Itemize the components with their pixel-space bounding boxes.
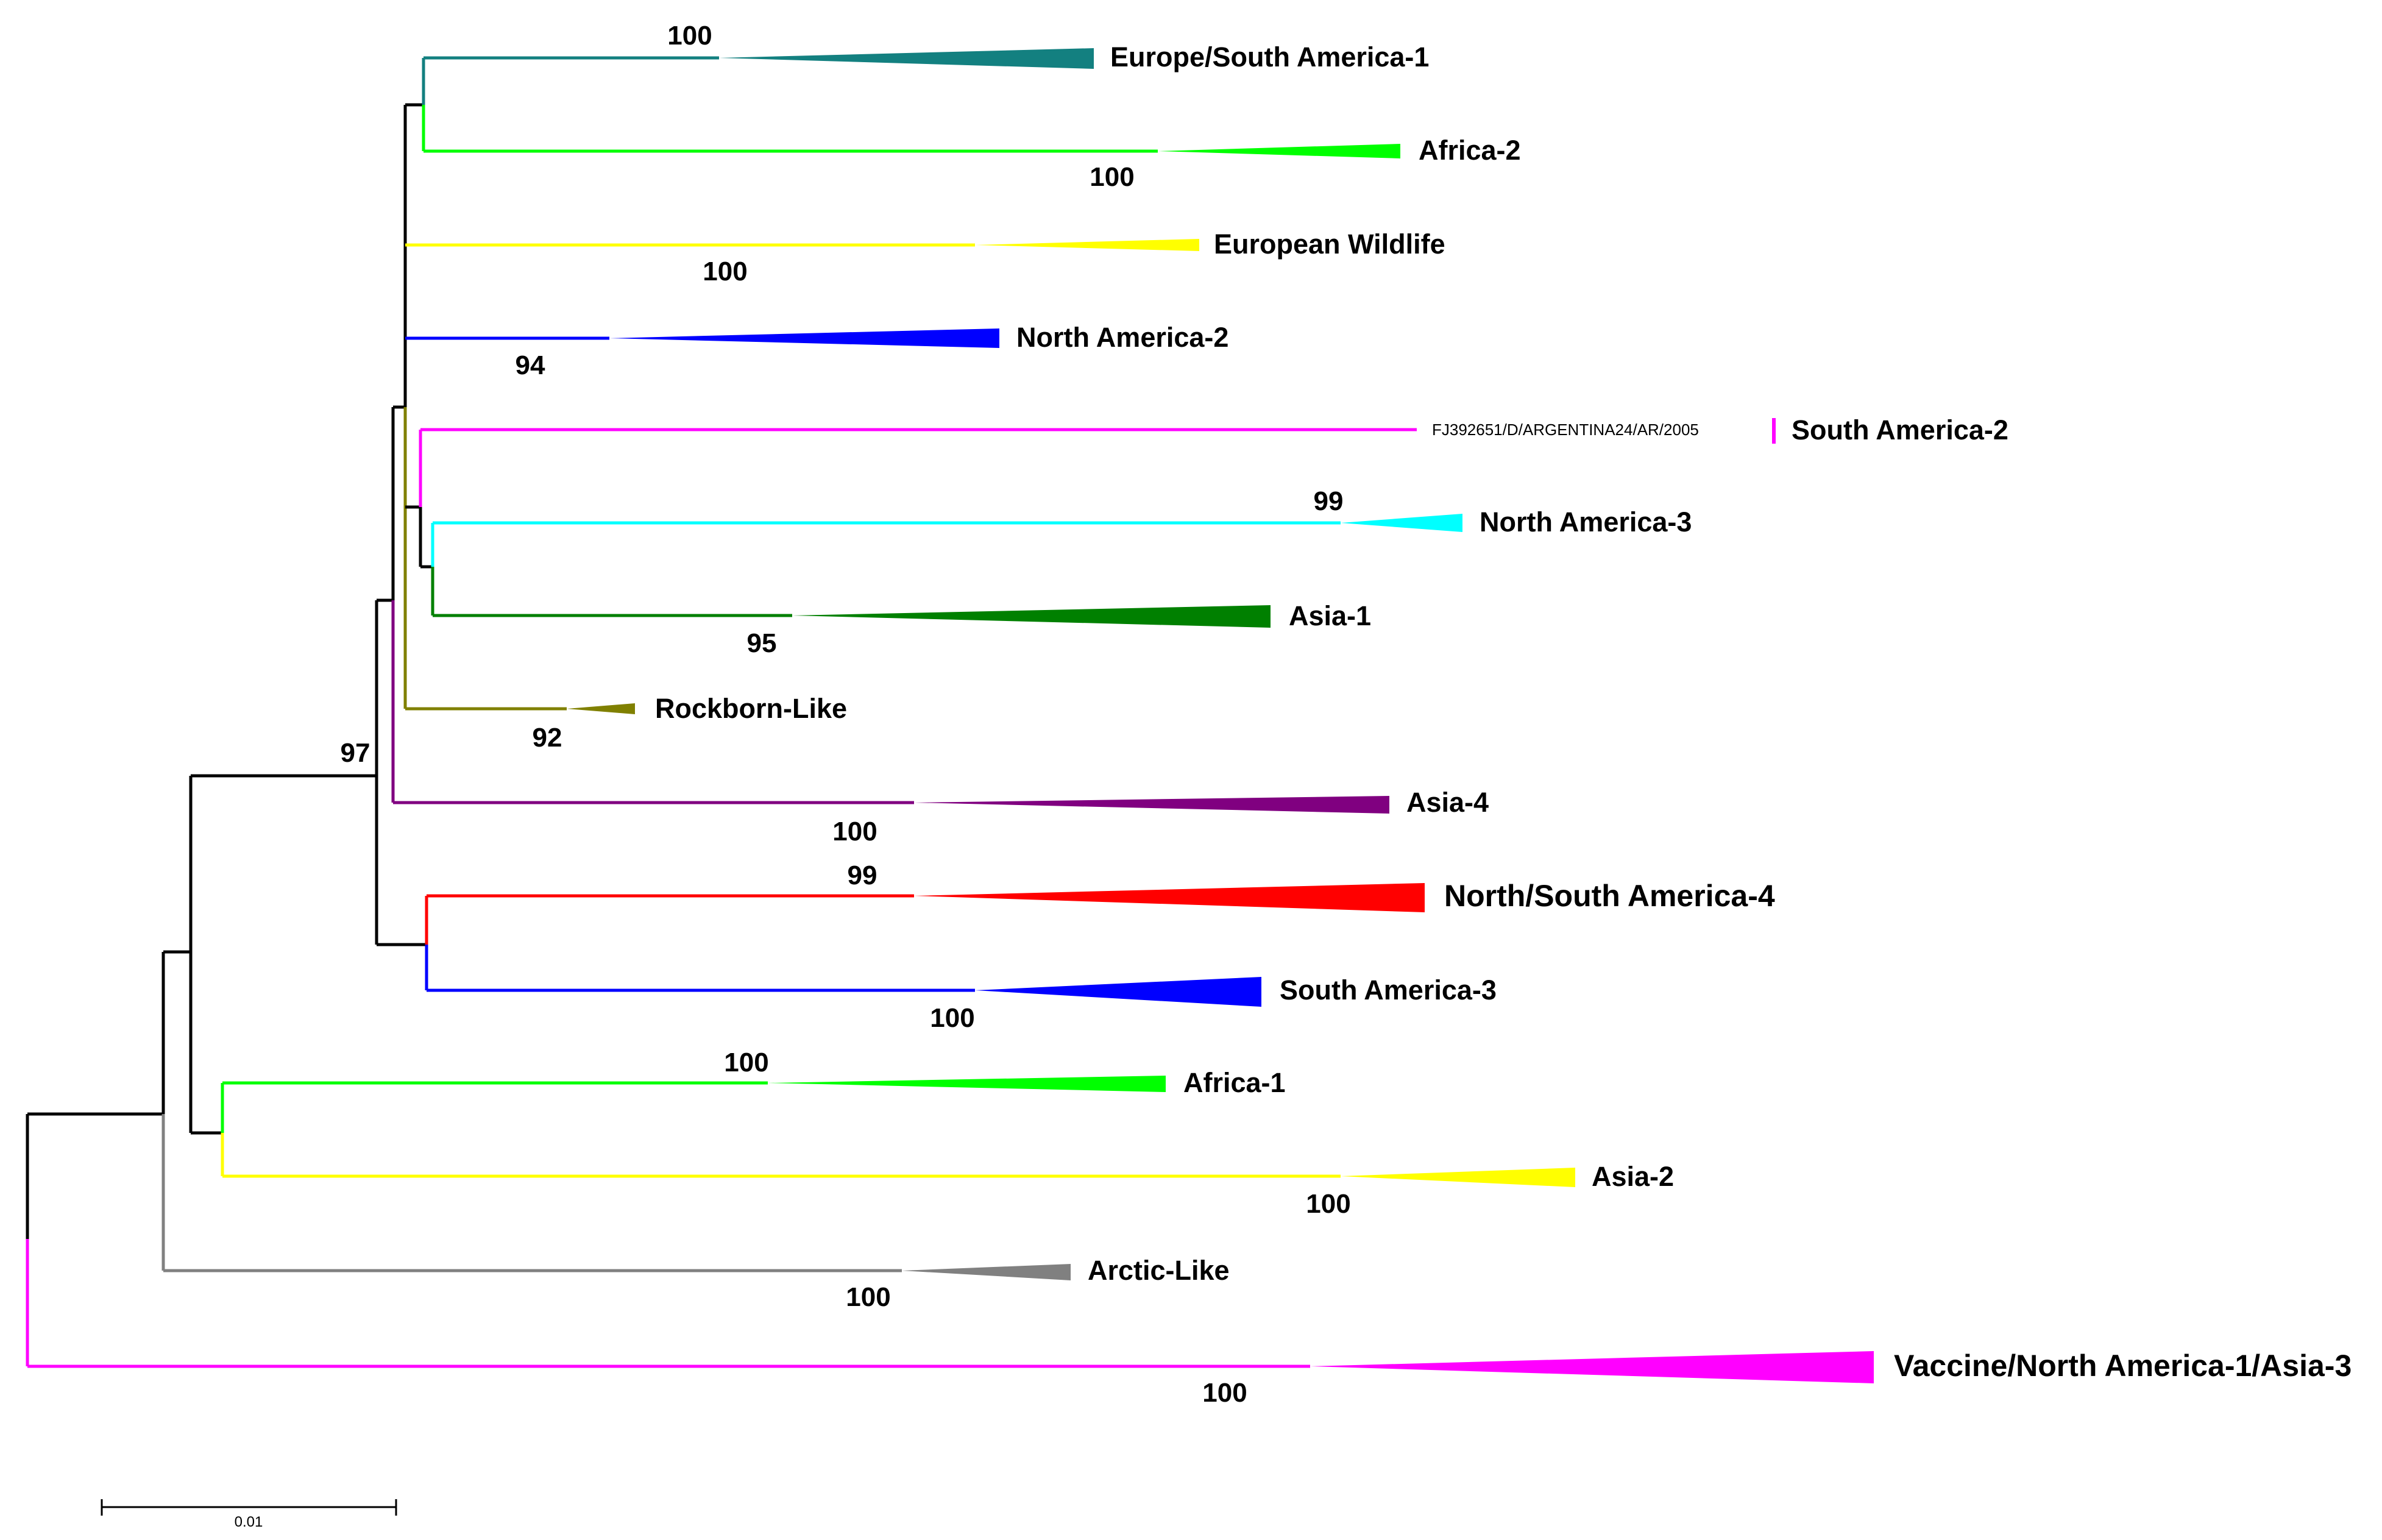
bootstrap-value: 100 — [724, 1048, 768, 1077]
clade-label: North America-2 — [1016, 322, 1228, 353]
clade-label: Asia-4 — [1406, 787, 1489, 818]
collapsed-clade-triangle — [975, 239, 1199, 251]
clade-asia-4 — [393, 796, 1389, 814]
bootstrap-value: 100 — [1306, 1189, 1350, 1219]
clade-vaccine-north-america-1-asia-3 — [27, 1351, 1874, 1383]
collapsed-clade-triangle — [914, 883, 1425, 912]
clade-label: Arctic-Like — [1088, 1255, 1230, 1286]
clade-asia-2 — [222, 1168, 1575, 1187]
clade-north-america-3 — [433, 514, 1462, 532]
clade-europe-south-america-1 — [424, 48, 1094, 69]
clade-rockborn-like — [405, 703, 635, 714]
clade-africa-2 — [424, 144, 1400, 158]
clade-label: South America-3 — [1280, 974, 1497, 1006]
bootstrap-value: 100 — [1202, 1378, 1247, 1408]
clade-label: North America-3 — [1480, 506, 1692, 538]
clade-label: Rockborn-Like — [655, 693, 847, 724]
collapsed-clade-triangle — [719, 48, 1094, 69]
bootstrap-value: 99 — [1314, 486, 1344, 516]
bootstrap-value: 100 — [846, 1282, 890, 1312]
bootstrap-value: 100 — [832, 817, 877, 846]
clade-label: North/South America-4 — [1444, 879, 1775, 913]
bootstrap-value: 97 — [341, 738, 370, 768]
clade-label: Vaccine/North America-1/Asia-3 — [1894, 1349, 2352, 1383]
clade-africa-1 — [222, 1076, 1166, 1092]
collapsed-clade-triangle — [609, 328, 999, 348]
collapsed-clade-triangle — [914, 796, 1389, 814]
clade-arctic-like — [163, 1264, 1071, 1280]
collapsed-clade-triangle — [975, 977, 1261, 1007]
collapsed-clade-triangle — [1341, 1168, 1575, 1187]
bootstrap-value: 100 — [1090, 162, 1134, 192]
clade-south-america-2 — [420, 418, 1776, 444]
bootstrap-value: 95 — [747, 628, 777, 658]
bootstrap-value: 100 — [930, 1003, 974, 1033]
clade-label: Africa-1 — [1183, 1067, 1286, 1098]
collapsed-clade-triangle — [902, 1264, 1071, 1280]
bootstrap-value: 100 — [703, 257, 747, 286]
collapsed-clade-triangle — [768, 1076, 1166, 1092]
bootstrap-value: 100 — [667, 21, 712, 51]
collapsed-clade-triangle — [1158, 144, 1400, 158]
clade-north-south-america-4 — [427, 883, 1425, 912]
bootstrap-values: 100 100 100 94 99 95 92 97 100 99 100 10… — [341, 21, 1351, 1408]
bootstrap-value: 99 — [848, 860, 877, 890]
clade-asia-1 — [433, 605, 1271, 628]
clade-label: Asia-1 — [1289, 600, 1371, 631]
clade-european-wildlife — [405, 239, 1199, 251]
collapsed-clade-triangle — [1310, 1351, 1874, 1383]
clade-label: Africa-2 — [1419, 135, 1521, 166]
collapsed-clade-triangle — [792, 605, 1271, 628]
clade-label: European Wildlife — [1214, 229, 1445, 260]
clade-label: South America-2 — [1792, 414, 2008, 445]
clade-labels: Europe/South America-1 Africa-2 European… — [655, 41, 2352, 1383]
scale-bar: 0.01 — [101, 1499, 397, 1530]
clade-label: Asia-2 — [1592, 1161, 1674, 1192]
bootstrap-value: 92 — [533, 723, 562, 753]
clade-label: Europe/South America-1 — [1110, 41, 1429, 73]
clade-south-america-3 — [427, 977, 1261, 1007]
scale-bar-label: 0.01 — [235, 1514, 263, 1530]
bootstrap-value: 94 — [516, 350, 545, 380]
clade-north-america-2 — [405, 328, 999, 348]
tree-leaves — [27, 48, 1874, 1383]
collapsed-clade-triangle — [567, 703, 635, 714]
sequence-label: FJ392651/D/ARGENTINA24/AR/2005 — [1432, 420, 1699, 439]
collapsed-clade-triangle — [1341, 514, 1462, 532]
tree-branches — [26, 58, 434, 1366]
